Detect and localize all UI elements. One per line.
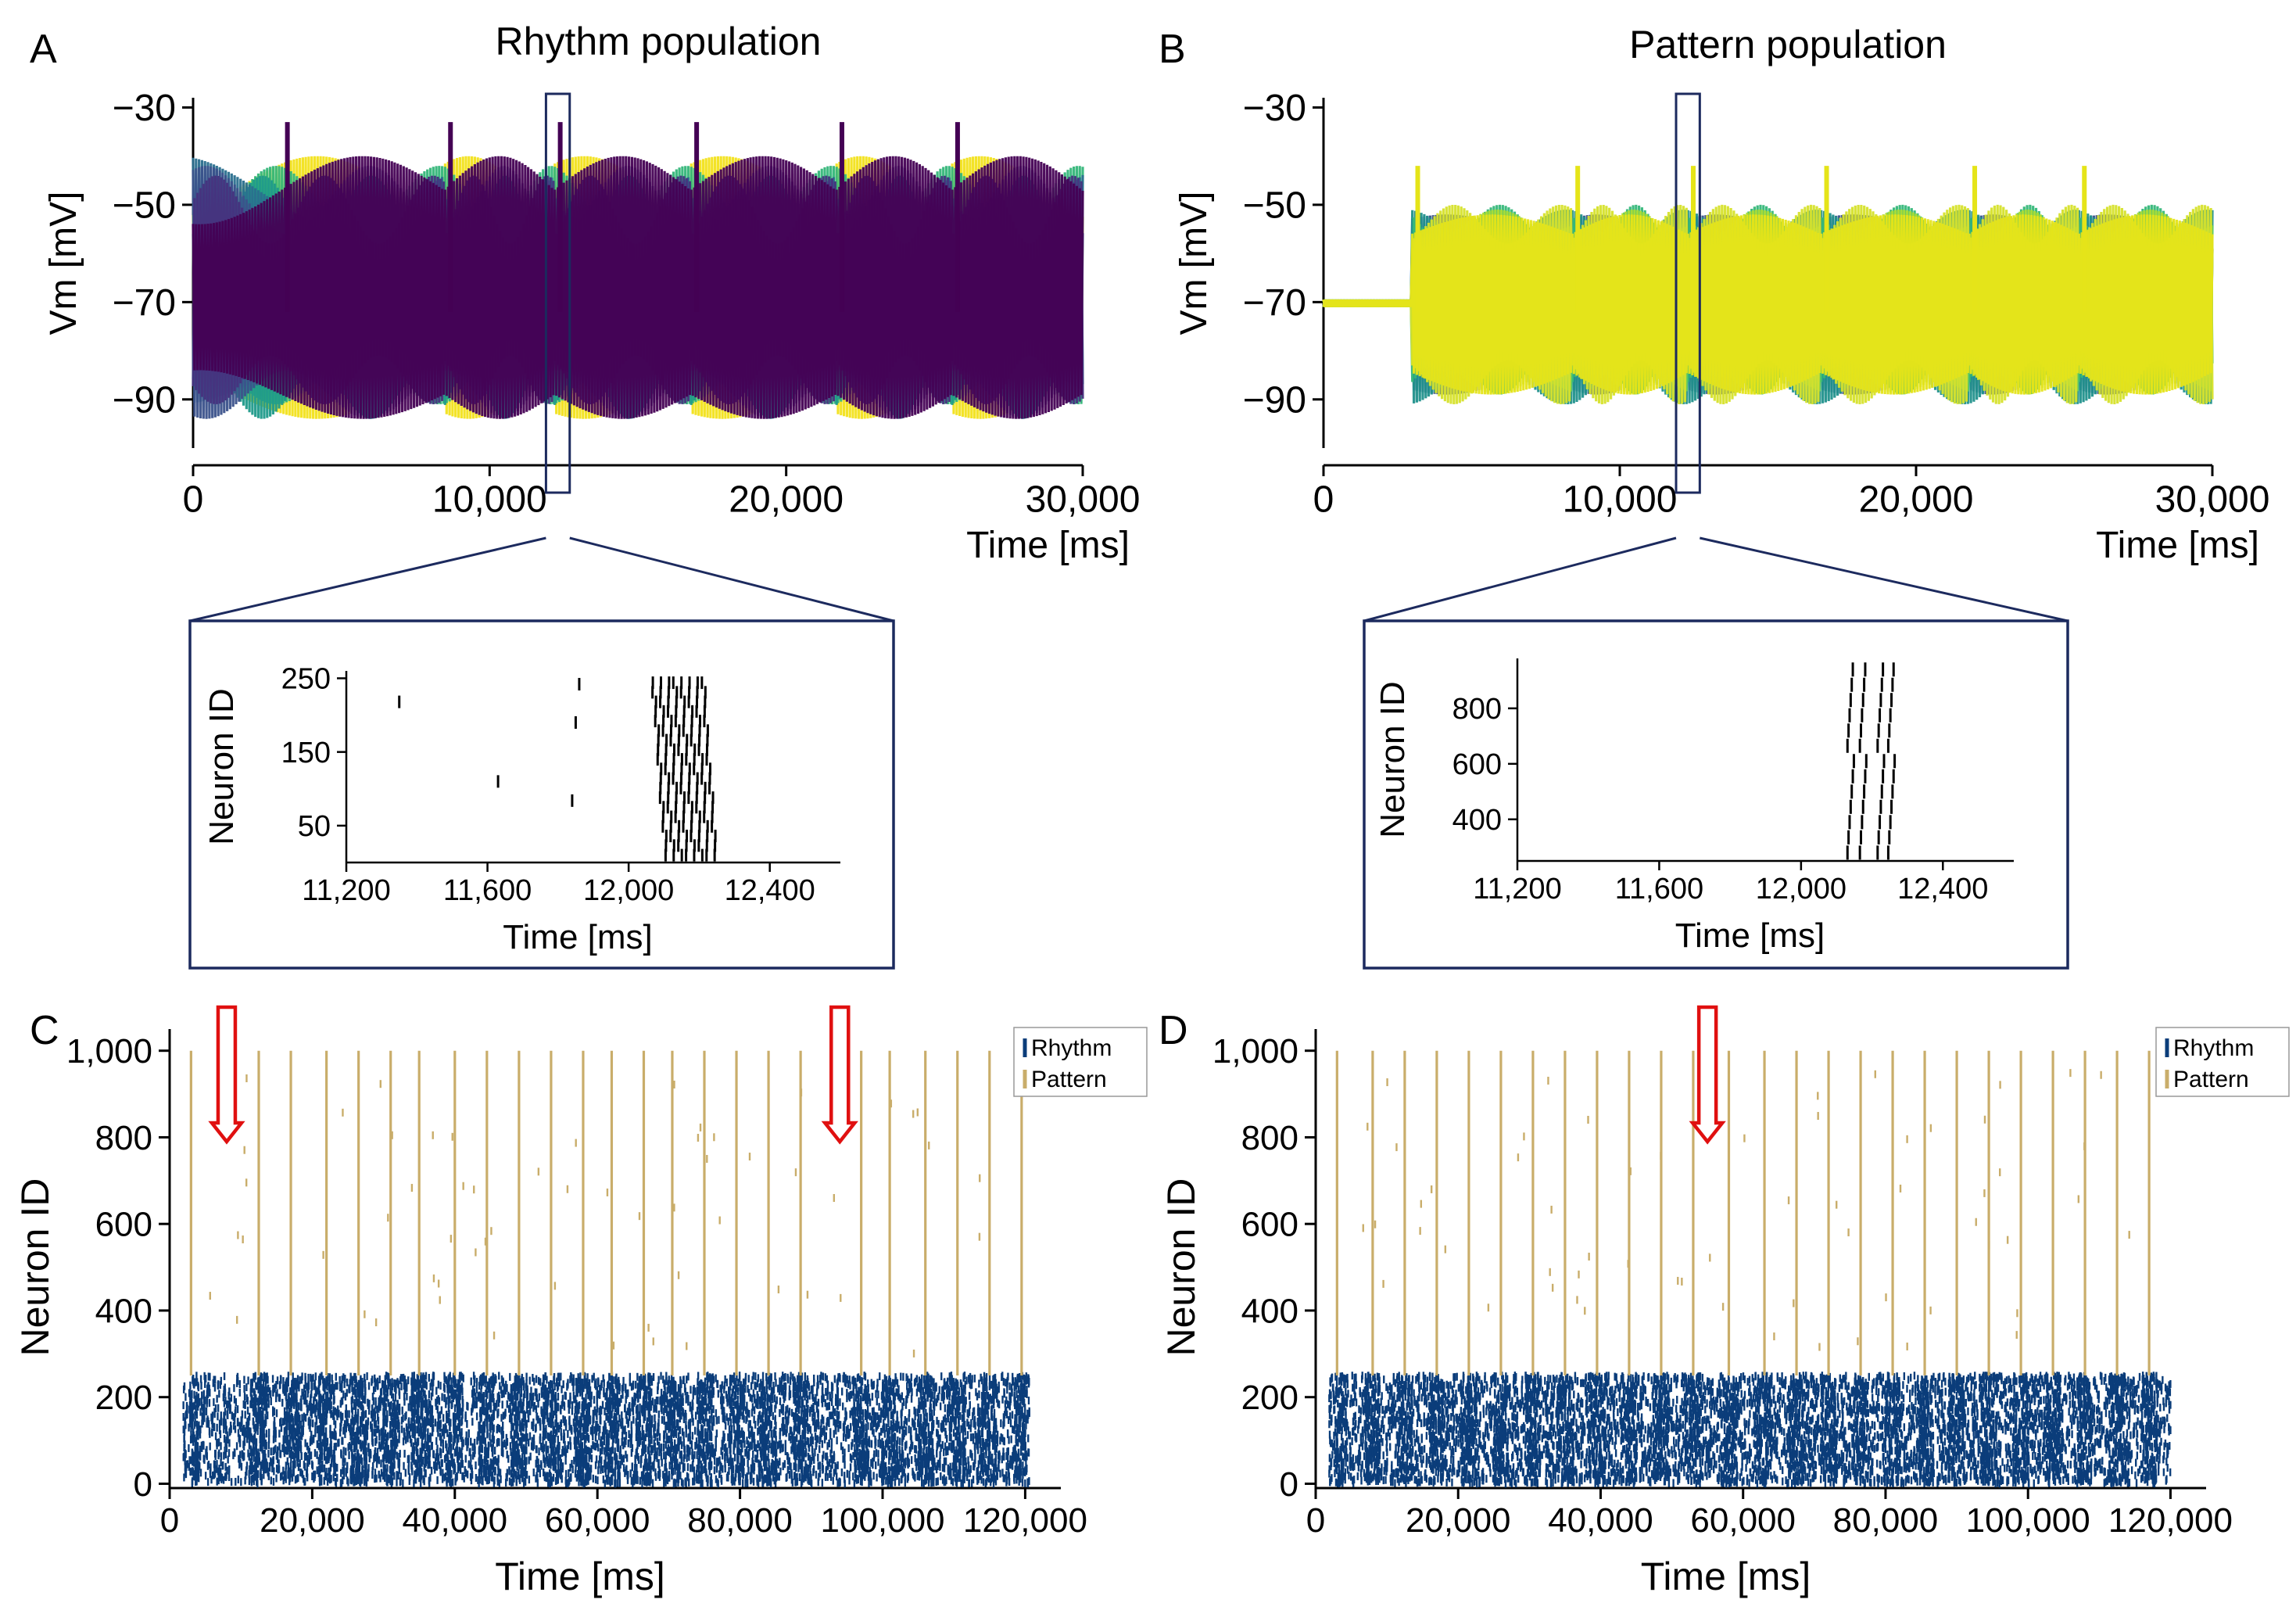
x-tick-label: 11,200 xyxy=(302,874,390,907)
x-tick-label: 80,000 xyxy=(687,1501,793,1540)
x-tick-label: 20,000 xyxy=(1859,479,1974,521)
zoom-window xyxy=(1675,92,1701,494)
zoom-connector-left xyxy=(189,536,546,622)
inset-frame xyxy=(188,619,895,970)
x-tick-label: 20,000 xyxy=(260,1501,365,1540)
x-tick-label: 11,600 xyxy=(443,874,532,907)
x-tick-label: 20,000 xyxy=(729,479,844,521)
y-tick-label: 400 xyxy=(95,1292,152,1330)
x-tick-label: 40,000 xyxy=(403,1501,508,1540)
y-tick-label: 600 xyxy=(1452,748,1502,781)
x-tick-label: 0 xyxy=(183,479,204,521)
x-tick-label: 12,400 xyxy=(725,874,815,907)
x-tick-label: 120,000 xyxy=(963,1501,1087,1540)
trace-6 xyxy=(1322,214,2214,395)
x-tick-label: 11,600 xyxy=(1615,873,1703,906)
x-tick-label: 12,400 xyxy=(1897,873,1988,906)
zoom-connector-left xyxy=(1363,536,1677,622)
x-axis-label: Time [ms] xyxy=(1675,916,1825,955)
panel-letter-c: C xyxy=(30,1008,59,1053)
y-axis-label: Vm [mV] xyxy=(1173,192,1215,335)
x-tick-label: 10,000 xyxy=(432,479,547,521)
x-tick-label: 10,000 xyxy=(1563,479,1678,521)
panel-letter-d: D xyxy=(1159,1008,1188,1053)
y-tick-label: 250 xyxy=(281,663,331,696)
y-tick-label: −70 xyxy=(113,282,176,324)
y-axis-label: Neuron ID xyxy=(202,688,241,845)
x-axis-label: Time [ms] xyxy=(503,918,652,956)
chart-c-raster: 0 20,000 40,000 60,000 80,000 100,000 120,000 0… xyxy=(13,1005,1148,1598)
x-tick-label: 60,000 xyxy=(545,1501,650,1540)
x-tick-label: 0 xyxy=(1313,479,1334,521)
x-axis-label: Time [ms] xyxy=(2096,525,2259,566)
x-tick-label: 0 xyxy=(160,1501,179,1540)
zoom-connector-right xyxy=(569,536,894,622)
x-axis-label: Time [ms] xyxy=(495,1555,665,1598)
chart-b-inset-raster: 11,200 11,600 12,000 12,400 400 600 800 Time [m… xyxy=(1374,658,2014,955)
chart-a-membrane-potential: 0 10,000 20,000 30,000 −30 −50 −70 −90 Time [ms]… xyxy=(43,88,1141,970)
chart-a-inset-raster: 11,200 11,600 12,000 12,400 50 150 250 Time [ms… xyxy=(202,663,840,956)
y-axis-label: Vm [mV] xyxy=(43,192,84,335)
y-tick-label: 800 xyxy=(95,1119,152,1157)
y-tick-label: −30 xyxy=(113,88,176,129)
y-tick-label: −90 xyxy=(1243,380,1306,421)
y-tick-label: 50 xyxy=(298,810,331,843)
title-pattern-population: Pattern population xyxy=(1629,23,1947,66)
y-tick-label: −50 xyxy=(1243,185,1306,227)
rhythm-spikes xyxy=(182,1372,1030,1488)
y-axis-label: Neuron ID xyxy=(13,1178,57,1357)
x-tick-label: 11,200 xyxy=(1473,873,1561,906)
y-tick-label: 200 xyxy=(95,1379,152,1417)
y-tick-label: −70 xyxy=(1243,282,1306,324)
y-tick-label: 600 xyxy=(95,1206,152,1244)
title-rhythm-population: Rhythm population xyxy=(496,20,822,63)
x-axis-label: Time [ms] xyxy=(966,525,1130,566)
y-tick-label: 150 xyxy=(281,737,331,769)
y-tick-label: 400 xyxy=(1452,804,1502,837)
panel-letter-a: A xyxy=(30,27,57,72)
inset-frame xyxy=(1363,619,2069,970)
x-tick-label: 30,000 xyxy=(2155,479,2270,521)
y-tick-label: 800 xyxy=(1452,693,1502,726)
x-tick-label: 30,000 xyxy=(1026,479,1141,521)
x-tick-label: 12,000 xyxy=(1756,873,1846,906)
zoom-connector-right xyxy=(1700,536,2069,622)
chart-b-membrane-potential: 0 10,000 20,000 30,000 −30 −50 −70 −90 Time [ms]… xyxy=(1173,88,2270,970)
y-tick-label: −30 xyxy=(1243,88,1306,129)
y-tick-label: −90 xyxy=(113,380,176,421)
x-tick-label: 12,000 xyxy=(583,874,674,907)
y-axis-label: Neuron ID xyxy=(1374,681,1412,838)
panel-letter-b: B xyxy=(1159,27,1186,72)
y-tick-label: −50 xyxy=(113,185,176,227)
trace-6 xyxy=(192,156,1084,419)
y-tick-label: 0 xyxy=(134,1465,152,1504)
y-tick-label: 1,000 xyxy=(66,1032,152,1071)
zoom-window xyxy=(544,92,571,494)
x-tick-label: 100,000 xyxy=(820,1501,944,1540)
